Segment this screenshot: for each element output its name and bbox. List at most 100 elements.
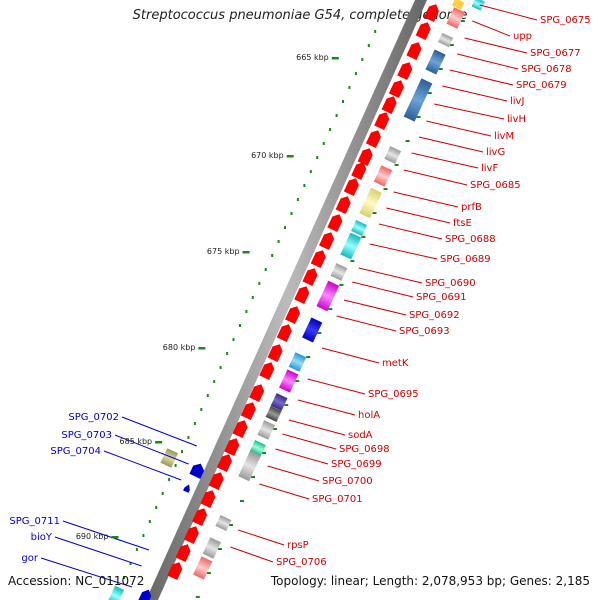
gene-label-forward: SPG_0701 [312, 494, 363, 505]
gene-label-reverse: SPG_0702 [68, 412, 119, 423]
gene-arrow [175, 544, 191, 563]
scale-label: 670 kbp [251, 151, 284, 160]
track-tick [251, 476, 255, 478]
gene-label-forward: ftsE [453, 218, 472, 229]
gene-arrow [267, 344, 283, 363]
gene-label-forward: upp [513, 31, 532, 42]
gene-label-forward: livH [507, 114, 526, 125]
leader-line [449, 69, 514, 86]
leader-line [426, 120, 492, 137]
leader-line [343, 299, 407, 316]
leader-line [321, 347, 380, 364]
gene-arrow [381, 96, 397, 115]
scale-tick [135, 548, 138, 551]
track-tick [229, 524, 233, 526]
scale-tick [251, 296, 254, 299]
gene-block [438, 32, 454, 48]
gene-arrow [351, 162, 367, 181]
scale-tick [264, 268, 267, 271]
gene-arrow [365, 130, 381, 149]
gene-label-forward: livM [494, 131, 514, 142]
gene-label-forward: SPG_0700 [322, 476, 373, 487]
gene-block [202, 537, 222, 559]
gene-arrow [357, 148, 373, 167]
leader-line [336, 315, 397, 332]
gene-label-reverse: bioY [31, 532, 53, 543]
gene-block [193, 556, 213, 580]
gene-block [238, 450, 261, 482]
track-tick [416, 116, 421, 118]
leader-line [282, 433, 337, 450]
gene-block [316, 280, 340, 312]
gene-label-forward: SPG_0692 [409, 310, 460, 321]
gene-label-forward: SPG_0675 [540, 15, 591, 26]
scale-tick [361, 58, 364, 61]
gene-label-forward: prfB [461, 202, 482, 213]
scale-mark [198, 347, 206, 350]
leader-line [386, 207, 451, 224]
gene-arrow [343, 178, 359, 197]
gene-label-forward: SPG_0688 [445, 234, 496, 245]
gene-block [471, 0, 485, 11]
gene-block [249, 440, 266, 456]
scale-tick [329, 128, 332, 131]
gene-arrow [249, 384, 265, 403]
leader-line [418, 136, 484, 153]
scale-mark [331, 57, 339, 60]
track-tick [427, 92, 432, 94]
gene-label-forward: livG [486, 147, 505, 158]
track-tick [273, 428, 278, 430]
scale-tick [354, 72, 357, 75]
gene-label-forward: sodA [348, 430, 373, 441]
scale-tick [226, 352, 229, 355]
scale-tick [284, 226, 286, 229]
gene-block [446, 7, 465, 29]
track-tick [405, 140, 410, 142]
gene-block [403, 78, 433, 122]
track-tick [394, 164, 399, 166]
leader-line [259, 483, 310, 500]
track-tick [217, 548, 222, 550]
track-tick [262, 452, 267, 454]
track-tick [195, 596, 200, 598]
scale-tick [219, 366, 222, 369]
scale-mark [111, 536, 119, 539]
gene-arrow [208, 472, 224, 491]
gene-block [265, 406, 282, 422]
leader-line [472, 20, 511, 37]
gene-label-forward: livF [481, 163, 498, 174]
leader-line [434, 103, 505, 120]
leader-line [114, 434, 189, 465]
scale-tick [206, 394, 209, 397]
scale-tick [148, 520, 151, 523]
scale-label: 685 kbp [120, 437, 153, 446]
gene-label-forward: SPG_0706 [276, 557, 327, 568]
scale-tick [374, 30, 377, 33]
gene-label-reverse: gor [21, 553, 38, 564]
gene-arrow [232, 420, 248, 439]
gene-arrow [327, 214, 343, 233]
gene-label-forward: holA [358, 410, 380, 421]
gene-label-forward: metK [382, 358, 409, 369]
track-tick [339, 284, 344, 286]
leader-line [352, 281, 414, 298]
scale-tick [193, 422, 196, 425]
gene-arrow [397, 62, 413, 81]
labels-layer: 665 kbp 670 kbp 675 kbp 680 kbp 685 kbp 690 k… [9, 15, 590, 568]
scale-tick [187, 436, 190, 439]
scale-tick [168, 478, 171, 481]
leader-line [297, 399, 356, 416]
scale-tick [174, 464, 177, 467]
gene-arrow [388, 80, 404, 99]
scale-tick [348, 86, 351, 89]
gene-block [330, 263, 348, 281]
gene-block [340, 232, 362, 260]
track-tick [438, 68, 443, 70]
gene-arrow [285, 306, 301, 325]
track-tick [383, 188, 388, 190]
track-tick [284, 404, 289, 406]
scale-tick [181, 450, 183, 453]
track-tick [206, 572, 211, 574]
gene-block [302, 317, 323, 343]
gene-block [279, 369, 299, 393]
